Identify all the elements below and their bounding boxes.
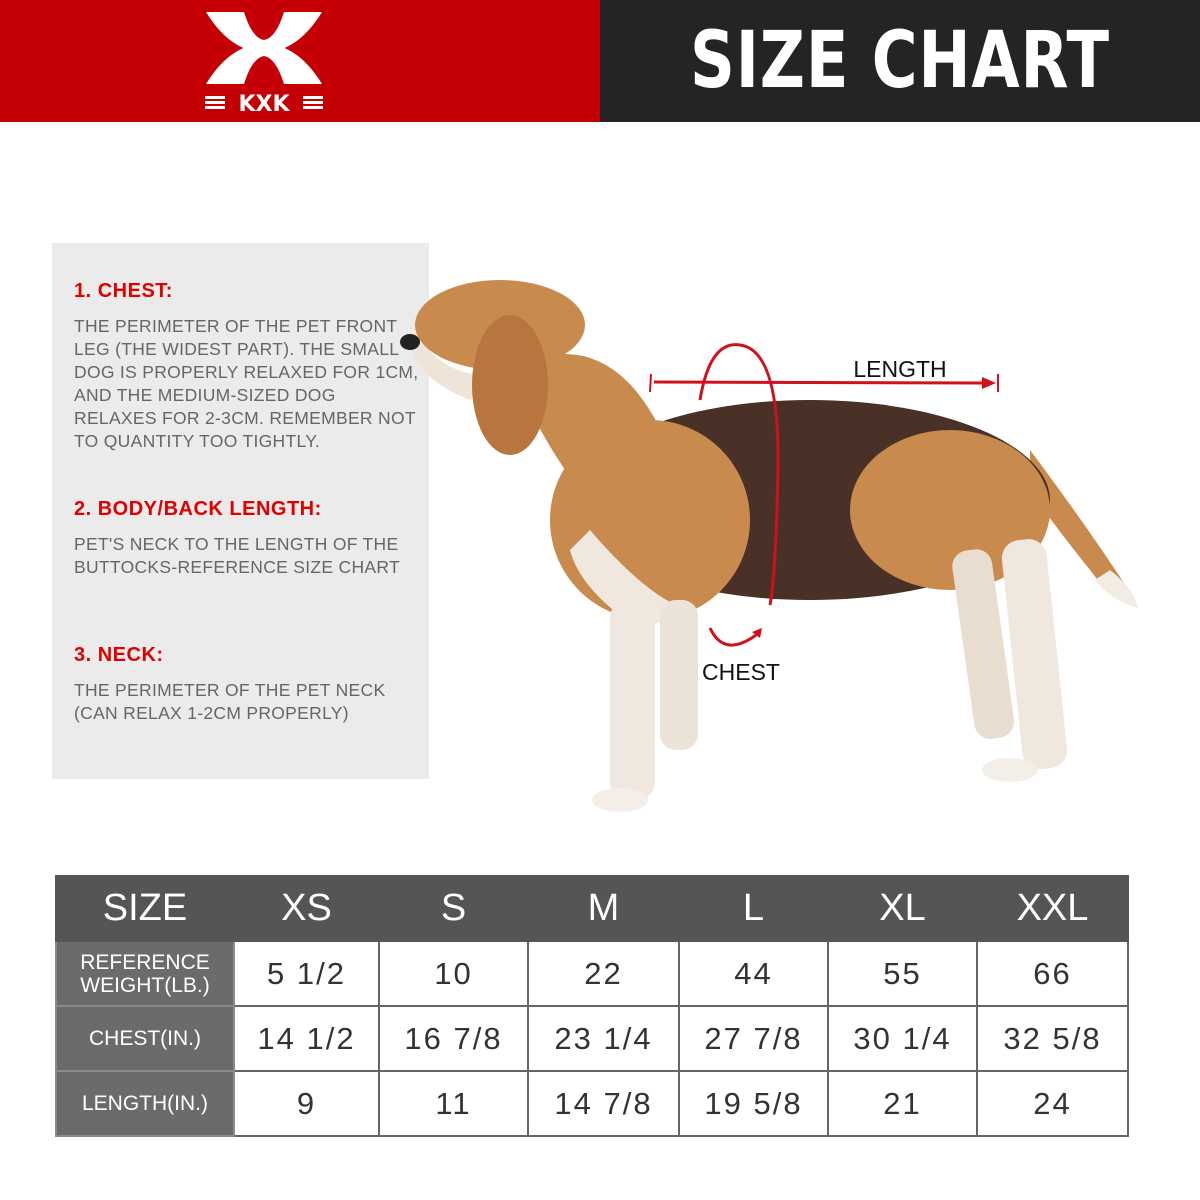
svg-text:KXK: KXK: [238, 92, 290, 114]
header-cell: SIZE: [55, 875, 235, 942]
table-row: CHEST(IN.) 14 1/2 16 7/8 23 1/4 27 7/8 3…: [55, 1005, 1129, 1072]
guide-heading: 2. BODY/BACK LENGTH:: [74, 498, 322, 520]
row-label: LENGTH(IN.): [55, 1070, 235, 1137]
cell: 22: [527, 940, 680, 1007]
guide-text: THE PERIMETER OF THE PET FRONT LEG (THE …: [74, 316, 419, 451]
chest-label: CHEST: [702, 659, 780, 685]
header-cell: XS: [233, 875, 380, 942]
kxk-logo: KXK: [205, 12, 323, 114]
page-title: SIZE CHART: [690, 16, 1110, 106]
header-cell: S: [378, 875, 529, 942]
cell: 14 7/8: [527, 1070, 680, 1137]
cell: 30 1/4: [827, 1005, 978, 1072]
guide-neck: 3. NECK: THE PERIMETER OF THE PET NECK (…: [74, 644, 419, 725]
header-cell: XXL: [976, 875, 1129, 942]
length-arrow: [649, 373, 999, 393]
header-cell: M: [527, 875, 680, 942]
cell: 16 7/8: [378, 1005, 529, 1072]
dog-measurement-diagram: LENGTH CHEST: [400, 280, 1138, 812]
cell: 55: [827, 940, 978, 1007]
size-table: SIZE XS S M L XL XXL REFERENCE WEIGHT(LB…: [55, 875, 1129, 1137]
cell: 14 1/2: [233, 1005, 380, 1072]
guide-text: PET'S NECK TO THE LENGTH OF THE BUTTOCKS…: [74, 534, 401, 577]
guide-heading: 1. CHEST:: [74, 280, 173, 302]
chest-measure-loop: [698, 343, 780, 647]
guide-text: THE PERIMETER OF THE PET NECK (CAN RELAX…: [74, 680, 386, 723]
cell: 44: [678, 940, 829, 1007]
table-row: LENGTH(IN.) 9 11 14 7/8 19 5/8 21 24: [55, 1070, 1129, 1137]
dog-illustration: [400, 280, 1138, 812]
length-label: LENGTH: [853, 356, 946, 382]
cell: 32 5/8: [976, 1005, 1129, 1072]
table-header-row: SIZE XS S M L XL XXL: [55, 875, 1129, 942]
header-title-bar: [600, 0, 1200, 122]
guide-length: 2. BODY/BACK LENGTH: PET'S NECK TO THE L…: [74, 498, 419, 579]
cell: 11: [378, 1070, 529, 1137]
cell: 10: [378, 940, 529, 1007]
cell: 23 1/4: [527, 1005, 680, 1072]
row-label: REFERENCE WEIGHT(LB.): [55, 940, 235, 1007]
cell: 5 1/2: [233, 940, 380, 1007]
header-cell: L: [678, 875, 829, 942]
cell: 66: [976, 940, 1129, 1007]
cell: 19 5/8: [678, 1070, 829, 1137]
cell: 9: [233, 1070, 380, 1137]
measurement-guide-panel: [52, 243, 429, 779]
table-row: REFERENCE WEIGHT(LB.) 5 1/2 10 22 44 55 …: [55, 940, 1129, 1007]
cell: 27 7/8: [678, 1005, 829, 1072]
cell: 24: [976, 1070, 1129, 1137]
row-label: CHEST(IN.): [55, 1005, 235, 1072]
guide-chest: 1. CHEST: THE PERIMETER OF THE PET FRONT…: [74, 280, 419, 453]
guide-heading: 3. NECK:: [74, 644, 164, 666]
cell: 21: [827, 1070, 978, 1137]
header-cell: XL: [827, 875, 978, 942]
